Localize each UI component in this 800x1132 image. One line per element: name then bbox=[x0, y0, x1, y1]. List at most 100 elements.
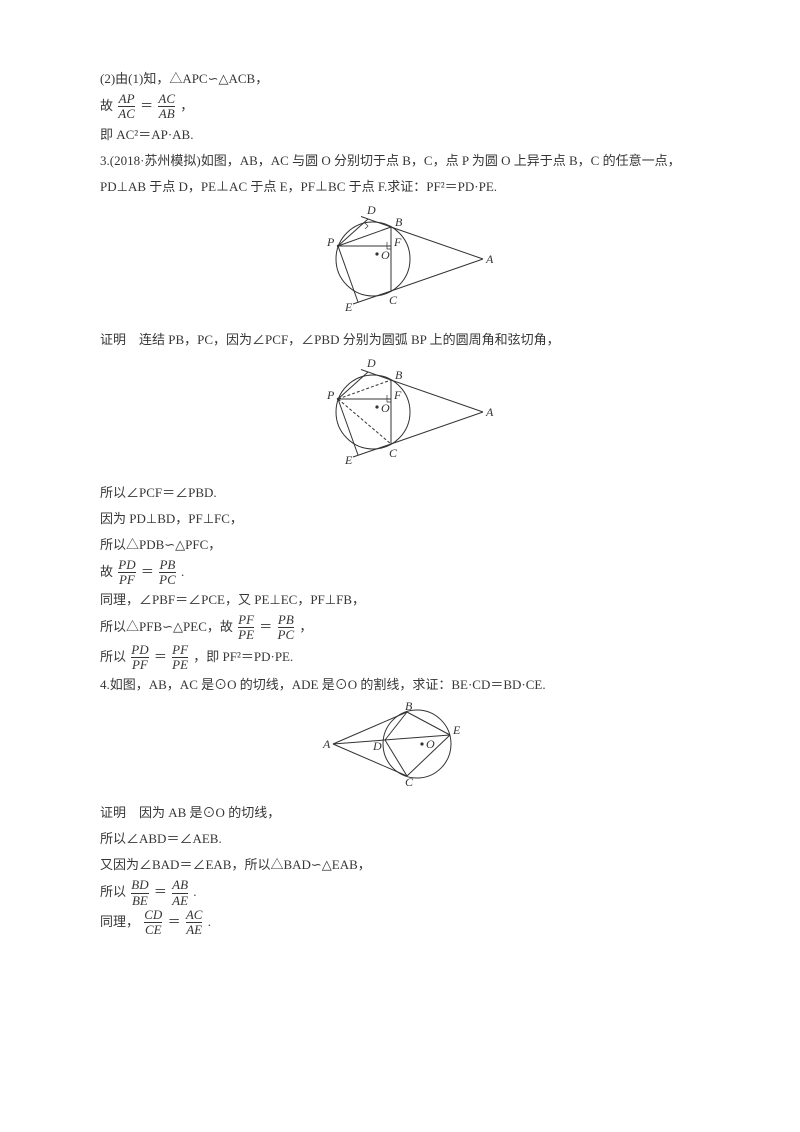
text-line: 4.如图，AB，AC 是⊙O 的切线，ADE 是⊙O 的割线，求证：BE·CD＝… bbox=[100, 672, 700, 698]
fraction-line: 所以△PFB∽△PEC，故 PF PE ＝ PB PC ， bbox=[100, 613, 700, 643]
figure-svg: O A B C D E F P bbox=[303, 357, 498, 467]
text-line: 同理，∠PBF＝∠PCE，又 PE⊥EC，PF⊥FB， bbox=[100, 587, 700, 613]
tail-text: . bbox=[181, 563, 184, 578]
label-D: D bbox=[372, 739, 382, 753]
figure-svg: O A B C D E F P bbox=[303, 204, 498, 314]
numerator: PF bbox=[172, 643, 188, 657]
equals: ＝ bbox=[141, 563, 154, 578]
text-line: 所以△PDB∽△PFC， bbox=[100, 532, 700, 558]
text-line: (2)由(1)知，△APC∽△ACB， bbox=[100, 66, 700, 92]
lead-text: 故 bbox=[100, 98, 113, 113]
label-O: O bbox=[426, 737, 435, 751]
tail-text: ，即 PF²＝PD·PE. bbox=[193, 649, 293, 664]
label-F: F bbox=[393, 235, 402, 249]
lead-text: 所以△PFB∽△PEC，故 bbox=[100, 619, 233, 634]
document-page: (2)由(1)知，△APC∽△ACB， 故 AP AC ＝ AC AB ， 即 … bbox=[0, 0, 800, 978]
lead-text: 故 bbox=[100, 563, 113, 578]
fraction: PB PC bbox=[157, 558, 178, 588]
equals: ＝ bbox=[140, 98, 153, 113]
label-A: A bbox=[485, 252, 494, 266]
numerator: AC bbox=[158, 92, 175, 106]
label-P: P bbox=[326, 235, 335, 249]
label-C: C bbox=[405, 775, 414, 787]
denominator: AB bbox=[158, 106, 175, 121]
fraction: AB AE bbox=[170, 878, 190, 908]
fraction: PD PF bbox=[116, 558, 137, 588]
lead-text: 同理， bbox=[100, 914, 139, 929]
label-C: C bbox=[389, 293, 398, 307]
tail-text: . bbox=[193, 884, 196, 899]
text-line: 又因为∠BAD＝∠EAB，所以△BAD∽△EAB， bbox=[100, 852, 700, 878]
denominator: AE bbox=[186, 922, 203, 937]
label-B: B bbox=[395, 368, 403, 382]
denominator: AC bbox=[118, 106, 135, 121]
fraction: PF PE bbox=[236, 613, 256, 643]
lead-text: 所以 bbox=[100, 649, 126, 664]
denominator: BE bbox=[131, 893, 148, 908]
geometry-figure-1: O A B C D E F P bbox=[100, 204, 700, 323]
text-line: 证明 连结 PB，PC，因为∠PCF，∠PBD 分别为圆弧 BP 上的圆周角和弦… bbox=[100, 327, 700, 353]
text-line: 证明 因为 AB 是⊙O 的切线， bbox=[100, 800, 700, 826]
fraction-line: 所以 PD PF ＝ PF PE ，即 PF²＝PD·PE. bbox=[100, 643, 700, 673]
denominator: CE bbox=[144, 922, 162, 937]
fraction: AC AB bbox=[156, 92, 177, 122]
label-P: P bbox=[326, 388, 335, 402]
equals: ＝ bbox=[154, 884, 167, 899]
fraction: CD CE bbox=[142, 908, 164, 938]
denominator: PE bbox=[238, 627, 254, 642]
label-O: O bbox=[381, 401, 390, 415]
label-A: A bbox=[322, 737, 331, 751]
numerator: AC bbox=[186, 908, 203, 922]
label-A: A bbox=[485, 405, 494, 419]
numerator: PF bbox=[238, 613, 254, 627]
numerator: PB bbox=[159, 558, 176, 572]
tail-text: . bbox=[208, 914, 211, 929]
label-E: E bbox=[452, 723, 461, 737]
fraction: AC AE bbox=[184, 908, 205, 938]
label-F: F bbox=[393, 388, 402, 402]
fraction-line: 所以 BD BE ＝ AB AE . bbox=[100, 878, 700, 908]
numerator: BD bbox=[131, 878, 148, 892]
denominator: PF bbox=[118, 572, 135, 587]
tail-text: ， bbox=[180, 98, 193, 113]
numerator: AP bbox=[118, 92, 135, 106]
fraction: BD BE bbox=[129, 878, 150, 908]
denominator: AE bbox=[172, 893, 188, 908]
denominator: PC bbox=[159, 572, 176, 587]
label-D: D bbox=[366, 204, 376, 217]
text-line: 3.(2018·苏州模拟)如图，AB，AC 与圆 O 分别切于点 B，C，点 P… bbox=[100, 148, 700, 200]
label-E: E bbox=[344, 300, 353, 314]
label-B: B bbox=[405, 702, 413, 713]
equals: ＝ bbox=[259, 619, 272, 634]
fraction-line: 故 PD PF ＝ PB PC . bbox=[100, 558, 700, 588]
geometry-figure-3: O A B C D E bbox=[100, 702, 700, 796]
text-line: 因为 PD⊥BD，PF⊥FC， bbox=[100, 506, 700, 532]
label-O: O bbox=[381, 248, 390, 262]
lead-text: 所以 bbox=[100, 884, 126, 899]
fraction: PF PE bbox=[170, 643, 190, 673]
tail-text: ， bbox=[299, 619, 312, 634]
denominator: PC bbox=[278, 627, 295, 642]
fraction: AP AC bbox=[116, 92, 137, 122]
text-line: 所以∠ABD＝∠AEB. bbox=[100, 826, 700, 852]
fraction-line: 故 AP AC ＝ AC AB ， bbox=[100, 92, 700, 122]
fraction: PD PF bbox=[129, 643, 150, 673]
fraction: PB PC bbox=[276, 613, 297, 643]
equals: ＝ bbox=[168, 914, 181, 929]
numerator: PD bbox=[118, 558, 135, 572]
label-B: B bbox=[395, 215, 403, 229]
numerator: CD bbox=[144, 908, 162, 922]
numerator: AB bbox=[172, 878, 188, 892]
denominator: PE bbox=[172, 657, 188, 672]
figure-svg: O A B C D E bbox=[315, 702, 485, 787]
fraction-line: 同理， CD CE ＝ AC AE . bbox=[100, 908, 700, 938]
text-line: 即 AC²＝AP·AB. bbox=[100, 122, 700, 148]
numerator: PB bbox=[278, 613, 295, 627]
label-C: C bbox=[389, 446, 398, 460]
denominator: PF bbox=[131, 657, 148, 672]
equals: ＝ bbox=[154, 649, 167, 664]
label-D: D bbox=[366, 357, 376, 370]
numerator: PD bbox=[131, 643, 148, 657]
geometry-figure-2: O A B C D E F P bbox=[100, 357, 700, 476]
label-E: E bbox=[344, 453, 353, 467]
